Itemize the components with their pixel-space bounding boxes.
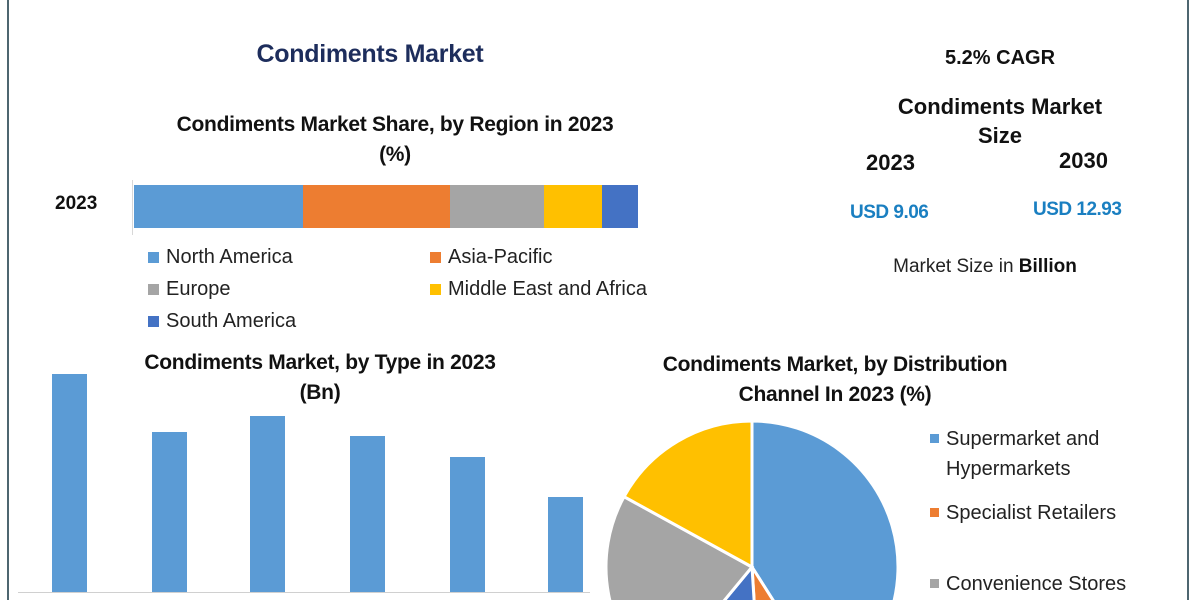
kpi-year-2023: 2023 <box>866 150 915 175</box>
frame-border-right <box>1187 0 1189 600</box>
type-bar <box>152 432 187 593</box>
pie-slice <box>604 494 755 600</box>
region-chart-category-label: 2023 <box>55 193 98 214</box>
region-segment-north-america <box>134 185 303 228</box>
legend-label: Asia-Pacific <box>448 246 553 268</box>
legend-swatch-icon <box>930 434 939 443</box>
distribution-chart-title: Condiments Market, by Distribution Chann… <box>610 350 1060 410</box>
distribution-chart-title-line2: Channel In 2023 (%) <box>738 383 932 406</box>
type-bar <box>548 497 583 593</box>
type-bar <box>250 416 285 593</box>
frame-border-left <box>7 0 9 600</box>
legend-swatch-icon <box>148 316 159 327</box>
kpi-value-2030: USD 12.93 <box>1033 199 1122 220</box>
market-size-unit-note: Market Size in Billion <box>893 256 1077 277</box>
region-segment-europe <box>449 185 545 228</box>
legend-item: Supermarket and Hypermarkets <box>930 424 1099 484</box>
pie-slice <box>750 566 775 600</box>
legend-swatch-icon <box>930 508 939 517</box>
region-segment-south-america <box>602 185 638 228</box>
region-chart-axis <box>132 180 133 235</box>
legend-item: Asia-Pacific <box>430 246 552 269</box>
legend-label: Europe <box>166 278 231 300</box>
legend-item: Specialist Retailers <box>930 498 1116 528</box>
legend-item: North America <box>148 246 293 269</box>
legend-swatch-icon <box>148 284 159 295</box>
legend-label: Middle East and Africa <box>448 278 647 300</box>
legend-label: South America <box>166 310 297 332</box>
type-chart-title: Condiments Market, by Type in 2023 (Bn) <box>80 348 560 408</box>
type-bar <box>52 374 87 593</box>
type-chart-title-line2: (Bn) <box>299 381 341 404</box>
region-chart-title: Condiments Market Share, by Region in 20… <box>110 110 680 170</box>
cagr-label: 5.2% CAGR <box>944 47 1056 69</box>
kpi-value-2023: USD 9.06 <box>850 202 929 223</box>
legend-label: Supermarket and Hypermarkets <box>946 428 1100 480</box>
type-bar-chart-baseline <box>18 592 590 593</box>
legend-label: Convenience Stores <box>946 573 1127 595</box>
legend-swatch-icon <box>430 284 441 295</box>
region-segment-middle-east-and-africa <box>544 185 603 228</box>
region-chart-title-line1: Condiments Market Share, by Region in 20… <box>176 113 614 136</box>
legend-item: South America <box>148 310 296 333</box>
pie-slice <box>750 419 900 600</box>
legend-label: Specialist Retailers <box>946 502 1117 524</box>
legend-swatch-icon <box>930 579 939 588</box>
distribution-chart-title-line1: Condiments Market, by Distribution <box>662 353 1008 376</box>
pie-slice <box>622 419 754 570</box>
legend-swatch-icon <box>430 252 441 263</box>
page-title: Condiments Market <box>256 40 484 68</box>
region-segment-asia-pacific <box>302 185 450 228</box>
region-stacked-bar <box>134 185 638 228</box>
kpi-year-2030: 2030 <box>1059 148 1108 173</box>
legend-item: Convenience Stores <box>930 569 1126 599</box>
type-bar <box>350 436 385 593</box>
region-chart-title-line2: (%) <box>379 143 411 166</box>
legend-item: Middle East and Africa <box>430 278 647 301</box>
legend-swatch-icon <box>148 252 159 263</box>
type-bar-chart-plot <box>18 350 590 593</box>
legend-label: North America <box>166 246 293 268</box>
type-chart-title-line1: Condiments Market, by Type in 2023 <box>144 351 496 374</box>
legend-item: Europe <box>148 278 231 301</box>
type-bar <box>450 457 485 593</box>
market-size-title: Condiments Market Size <box>897 94 1103 148</box>
